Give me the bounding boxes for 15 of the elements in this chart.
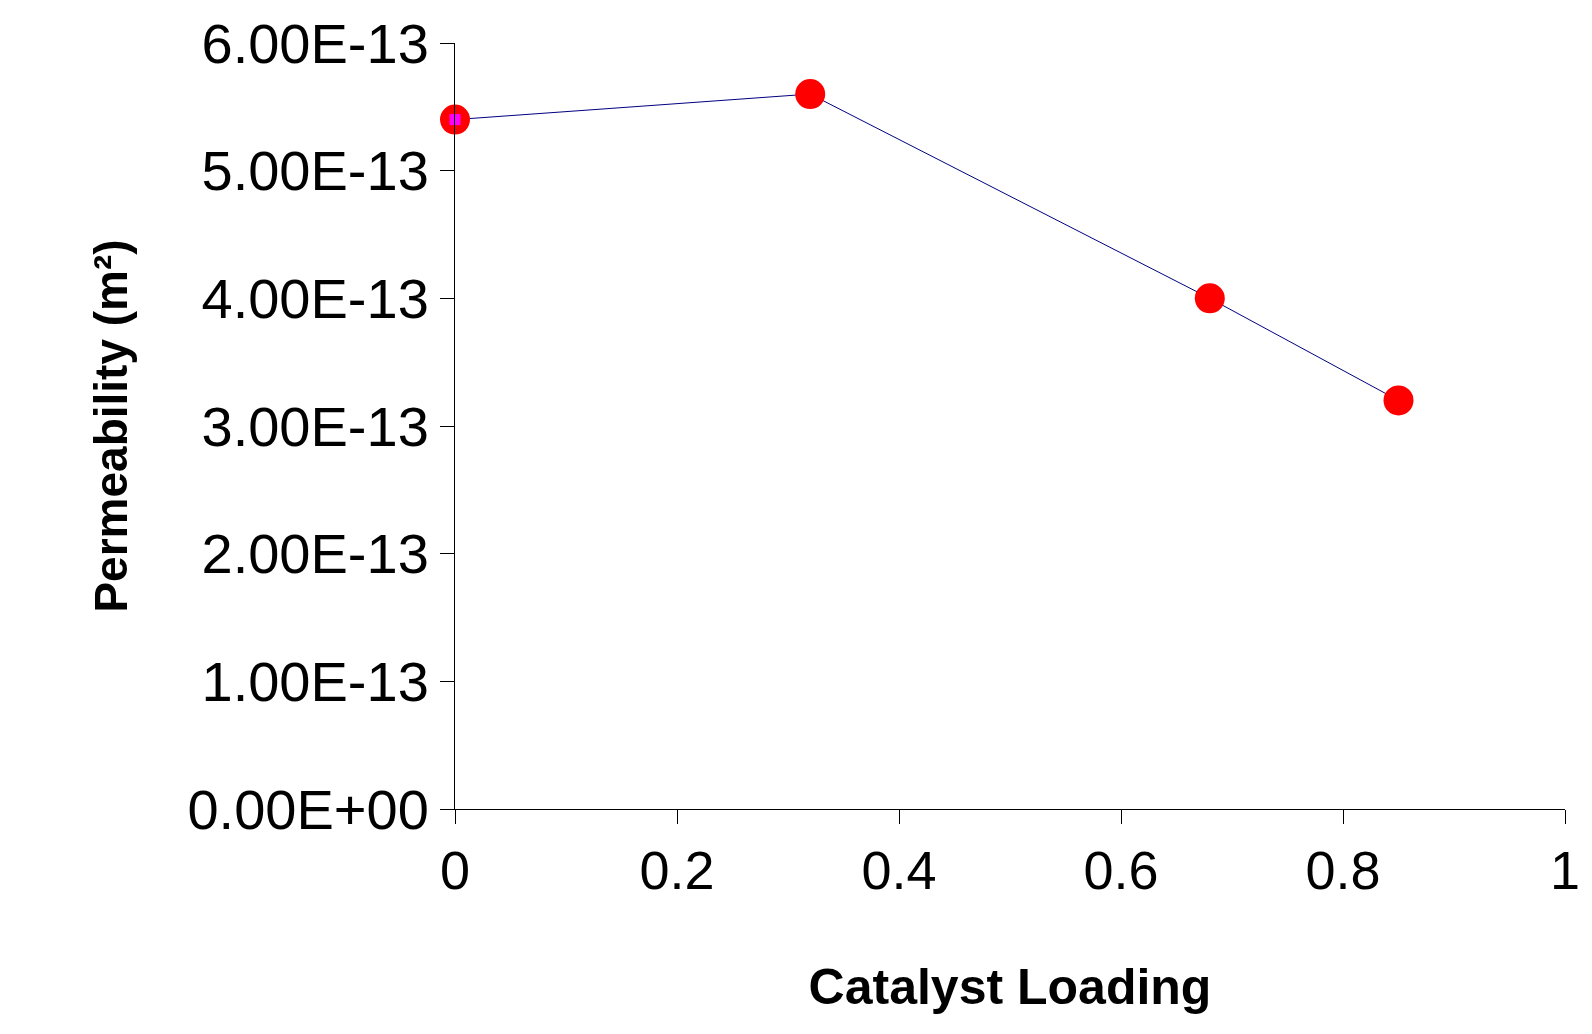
x-tick-label: 0.6 <box>1083 839 1159 900</box>
y-tick-label: 4.00E-13 <box>201 266 429 330</box>
x-tick-label: 1 <box>1549 839 1581 900</box>
x-tick-label: 0 <box>439 839 471 900</box>
x-axis-title: Catalyst Loading <box>808 959 1212 1016</box>
x-tick-label: 0.2 <box>639 839 715 900</box>
y-tick-label: 0.00E+00 <box>187 777 429 841</box>
x-tick-label: 0.4 <box>861 839 937 900</box>
x-tick-label: 0.8 <box>1305 839 1381 900</box>
y-tick-label: 3.00E-13 <box>201 394 429 458</box>
y-tick-label: 5.00E-13 <box>201 139 429 203</box>
y-tick-label: 6.00E-13 <box>201 11 429 75</box>
y-tick-label: 2.00E-13 <box>201 522 429 586</box>
y-tick-label: 1.00E-13 <box>201 649 429 713</box>
y-axis-title: Permeability (m²) <box>84 239 137 613</box>
